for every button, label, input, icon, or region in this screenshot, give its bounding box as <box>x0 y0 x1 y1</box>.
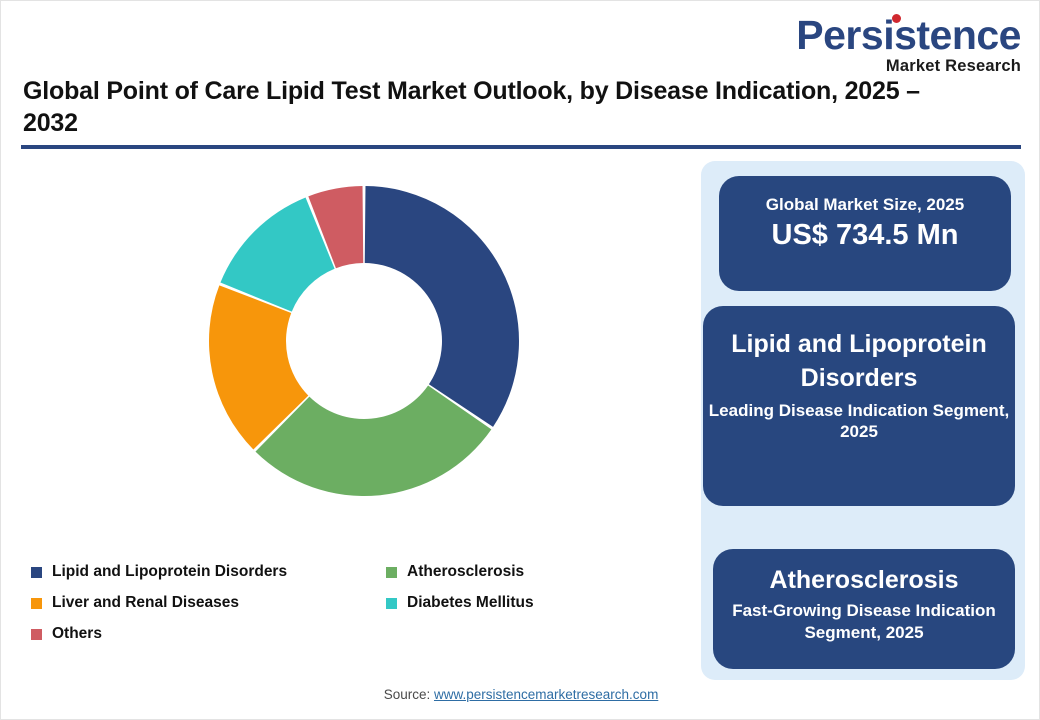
chart-area <box>21 161 681 561</box>
legend-item-others[interactable]: Others <box>31 625 386 643</box>
legend-item-diabetes-mellitus[interactable]: Diabetes Mellitus <box>386 594 534 612</box>
fast-growing-segment-heading: Atherosclerosis <box>769 566 959 594</box>
leading-segment-sub: Leading Disease Indication Segment, 2025 <box>708 400 1010 442</box>
donut-chart <box>204 181 524 501</box>
donut-slice[interactable] <box>308 186 364 269</box>
donut-slice[interactable] <box>220 197 335 312</box>
fast-growing-segment-card: Atherosclerosis Fast-Growing Disease Ind… <box>713 549 1015 669</box>
legend-item-atherosclerosis[interactable]: Atherosclerosis <box>386 563 524 581</box>
legend-label: Lipid and Lipoprotein Disorders <box>52 563 288 580</box>
brand-dot-icon <box>892 14 902 23</box>
donut-chart-svg <box>208 186 520 497</box>
donut-slice[interactable] <box>255 385 492 497</box>
legend-row: Liver and Renal Diseases Diabetes Mellit… <box>31 594 671 612</box>
market-size-caption: Global Market Size, 2025 <box>765 195 965 214</box>
legend-label: Diabetes Mellitus <box>407 594 534 611</box>
source-link[interactable]: www.persistencemarketresearch.com <box>433 687 659 702</box>
source-label: Source: <box>383 687 431 702</box>
title-divider <box>21 145 1021 149</box>
market-size-value: US$ 734.5 Mn <box>771 219 959 252</box>
legend-label: Others <box>52 625 102 642</box>
legend-row: Others <box>31 625 671 643</box>
legend-label: Liver and Renal Diseases <box>52 594 239 611</box>
brand-name: Persistence <box>796 12 1021 58</box>
legend-swatch-icon <box>31 566 42 578</box>
legend-item-liver-and-renal-diseases[interactable]: Liver and Renal Diseases <box>31 594 386 612</box>
legend-item-lipid-and-lipoprotein-disorders[interactable]: Lipid and Lipoprotein Disorders <box>31 563 386 581</box>
chart-legend: Lipid and Lipoprotein Disorders Atherosc… <box>31 563 671 656</box>
fast-growing-segment-sub: Fast-Growing Disease Indication Segment,… <box>732 601 996 642</box>
legend-swatch-icon <box>386 566 397 578</box>
source-line: Source: www.persistencemarketresearch.co… <box>1 687 1040 702</box>
brand-logo: Persistence Market Research <box>796 12 1021 75</box>
legend-label: Atherosclerosis <box>407 563 525 580</box>
donut-slice[interactable] <box>364 186 520 427</box>
leading-segment-heading: Lipid and Lipoprotein Disorders <box>731 330 987 392</box>
leading-segment-card: Lipid and Lipoprotein Disorders Leading … <box>703 306 1015 506</box>
legend-row: Lipid and Lipoprotein Disorders Atherosc… <box>31 563 671 581</box>
donut-slice[interactable] <box>208 285 309 450</box>
legend-swatch-icon <box>386 597 397 609</box>
legend-swatch-icon <box>31 628 42 640</box>
market-size-card: Global Market Size, 2025 US$ 734.5 Mn <box>719 176 1011 291</box>
page-title: Global Point of Care Lipid Test Market O… <box>23 77 920 137</box>
brand-tagline: Market Research <box>885 57 1021 75</box>
legend-swatch-icon <box>31 597 42 609</box>
